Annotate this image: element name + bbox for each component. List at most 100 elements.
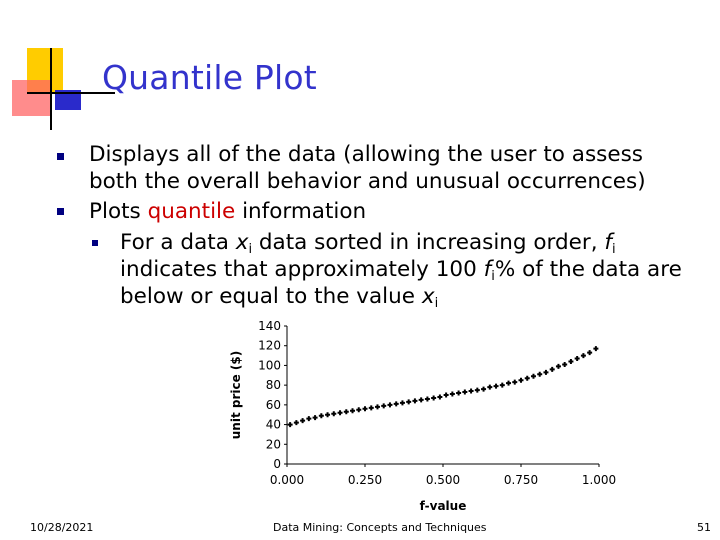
subscript-i: i: [248, 242, 253, 257]
decor-red-square: [12, 80, 52, 116]
data-point: [406, 399, 412, 405]
data-point: [518, 377, 524, 383]
sub-bullet-line-3: below or equal to the value xi: [120, 283, 438, 317]
data-point: [331, 411, 337, 417]
data-point: [474, 387, 480, 393]
data-point: [306, 416, 312, 422]
decor-vertical-line: [50, 48, 52, 130]
data-point: [393, 401, 399, 407]
data-point: [493, 383, 499, 389]
data-point: [374, 404, 380, 410]
y-tick-label: 80: [266, 378, 281, 392]
data-point: [555, 363, 561, 369]
bullet-1-line-2: both the overall behavior and unusual oc…: [89, 169, 646, 194]
data-point: [443, 392, 449, 398]
data-point: [524, 375, 530, 381]
data-point: [325, 412, 331, 418]
data-point: [530, 373, 536, 379]
bullet-2-suffix: information: [235, 199, 367, 224]
data-point: [356, 407, 362, 413]
data-point: [312, 415, 318, 421]
quantile-plot-chart: 0 20 40 60 80 100 120 140 0.000 0.250 0.500 0.750 1.…: [229, 319, 616, 513]
data-point: [506, 380, 512, 386]
x-tick-label: 0.750: [504, 473, 538, 487]
y-tick-label: 140: [258, 319, 281, 333]
bullet-2-prefix: Plots: [89, 199, 148, 224]
decor-horizontal-line: [27, 92, 115, 94]
data-point: [587, 350, 593, 356]
chart-axes: 0 20 40 60 80 100 120 140 0.000 0.250 0.500 0.750 1.…: [258, 319, 616, 487]
x-tick-label: 0.500: [426, 473, 460, 487]
data-point: [412, 398, 418, 404]
data-point: [481, 386, 487, 392]
footer-page-number: 51: [697, 521, 711, 534]
data-point: [343, 409, 349, 415]
data-point: [337, 410, 343, 416]
x-tick-label: 0.000: [270, 473, 304, 487]
text-run: % of the data are: [494, 257, 682, 282]
y-tick-label: 40: [266, 418, 281, 432]
data-point: [418, 397, 424, 403]
data-point: [362, 406, 368, 412]
var-f: f: [604, 230, 612, 255]
subscript-i: i: [611, 242, 616, 257]
bullet-1-line-1: Displays all of the data (allowing the u…: [89, 142, 643, 167]
chart-points: [287, 346, 599, 428]
text-run: data sorted in increasing order,: [252, 230, 605, 255]
data-point: [562, 361, 568, 367]
data-point: [537, 371, 543, 377]
y-tick-label: 0: [273, 457, 281, 471]
data-point: [462, 389, 468, 395]
data-point: [574, 356, 580, 362]
text-run: For a data: [120, 230, 236, 255]
bullet-2-line: Plots quantile information: [89, 198, 366, 225]
bullet-2-highlight: quantile: [147, 199, 236, 224]
bullet-marker: [57, 153, 64, 160]
data-point: [368, 405, 374, 411]
data-point: [424, 396, 430, 402]
data-point: [580, 353, 586, 359]
x-tick-label: 0.250: [348, 473, 382, 487]
data-point: [549, 366, 555, 372]
y-tick-label: 20: [266, 437, 281, 451]
y-axis-label: unit price ($): [229, 351, 243, 439]
bullet-marker: [57, 208, 64, 215]
data-point: [399, 400, 405, 406]
text-run: below or equal to the value: [120, 284, 422, 309]
data-point: [499, 382, 505, 388]
y-tick-label: 100: [258, 358, 281, 372]
x-tick-label: 1.000: [582, 473, 616, 487]
x-axis-label: f-value: [420, 499, 467, 513]
var-x: x: [235, 230, 249, 255]
decor-blue-square: [55, 90, 81, 110]
footer-date: 10/28/2021: [30, 521, 94, 534]
data-point: [568, 358, 574, 364]
data-point: [512, 379, 518, 385]
data-point: [543, 369, 549, 375]
text-run: indicates that approximately 100: [120, 257, 484, 282]
y-tick-label: 120: [258, 339, 281, 353]
subscript-i: i: [434, 296, 439, 311]
sub-bullet-line-2: indicates that approximately 100 fi% of …: [120, 256, 682, 290]
data-point: [287, 422, 293, 428]
var-f: f: [483, 257, 492, 282]
data-point: [350, 408, 356, 414]
data-point: [387, 402, 393, 408]
sub-bullet-marker: [92, 240, 98, 246]
data-point: [431, 395, 437, 401]
sub-bullet-line-1: For a data xi data sorted in increasing …: [120, 229, 616, 263]
var-x: x: [421, 284, 435, 309]
subscript-i: i: [491, 269, 495, 284]
slide-title: Quantile Plot: [102, 58, 317, 97]
data-point: [487, 384, 493, 390]
footer-title: Data Mining: Concepts and Techniques: [273, 521, 487, 534]
y-tick-label: 60: [266, 398, 281, 412]
data-point: [468, 388, 474, 394]
data-point: [293, 420, 299, 426]
data-point: [300, 418, 306, 424]
data-point: [437, 394, 443, 400]
data-point: [456, 390, 462, 396]
data-point: [593, 346, 599, 352]
data-point: [449, 391, 455, 397]
data-point: [318, 413, 324, 419]
